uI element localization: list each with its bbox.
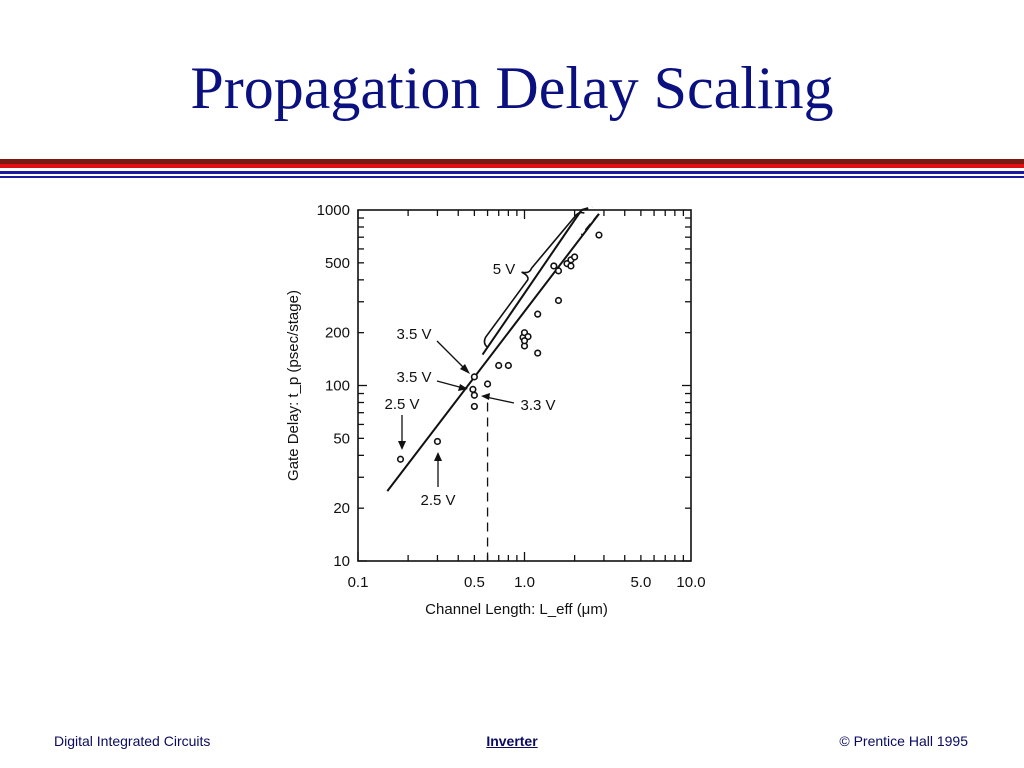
annotation-5v: 5 V — [493, 261, 516, 278]
x-tick-label: 10.0 — [676, 574, 705, 591]
y-tick-label: 200 — [325, 325, 350, 342]
annotation-3-3v: 3.3 V — [520, 397, 555, 414]
title-rule-blue-thin — [0, 176, 1024, 178]
trend-line-dashed — [580, 213, 600, 236]
five-volt-brace — [483, 211, 585, 348]
x-tick-label: 1.0 — [514, 574, 535, 591]
arrowhead-3-5v-upper — [460, 364, 470, 374]
annotation-3-5v-lower: 3.5 V — [396, 369, 431, 386]
y-tick-label: 20 — [333, 500, 350, 517]
upper-line — [481, 209, 583, 356]
data-point — [470, 391, 478, 399]
data-point — [571, 253, 579, 261]
data-point — [534, 310, 542, 318]
arrowhead-3-3v — [481, 393, 490, 400]
data-point — [396, 455, 405, 463]
upper-line-dashed — [581, 206, 593, 211]
data-point — [504, 361, 512, 370]
data-point — [495, 361, 503, 370]
x-tick-label: 0.1 — [348, 574, 369, 591]
title-rule-red — [0, 164, 1024, 168]
arrowhead-3-5v-lower — [458, 384, 468, 391]
data-point — [554, 267, 563, 275]
x-tick-label: 0.5 — [464, 574, 485, 591]
data-point — [550, 262, 558, 270]
data-point — [534, 349, 542, 357]
data-point — [554, 296, 563, 305]
annotation-2-5v-lower: 2.5 V — [420, 492, 455, 509]
arrow-3-5v-upper — [436, 340, 467, 371]
trend-line — [386, 213, 600, 492]
data-point — [520, 337, 529, 345]
footer-copyright: © Prentice Hall 1995 — [839, 733, 968, 749]
x-tick-label: 5.0 — [630, 574, 651, 591]
data-point — [469, 385, 477, 394]
annotation-2-5v-upper: 2.5 V — [384, 396, 419, 413]
title-rule-blue-thick — [0, 171, 1024, 174]
title-rule-dark-red — [0, 159, 1024, 164]
arrow-3-3v — [485, 396, 515, 404]
y-axis-label: Gate Delay: t_p (psec/stage) — [285, 290, 302, 481]
data-point — [595, 231, 603, 239]
y-tick-label: 500 — [325, 255, 350, 272]
arrowhead-2-5v-lower — [434, 452, 442, 461]
footer-chapter: Inverter — [486, 733, 538, 749]
annotation-3-5v-upper: 3.5 V — [396, 326, 431, 343]
x-axis-label: Channel Length: L_eff (μm) — [425, 601, 608, 618]
data-point — [483, 380, 492, 388]
arrow-3-5v-lower — [436, 380, 464, 389]
y-tick-label: 10 — [333, 553, 350, 570]
slide-title: Propagation Delay Scaling — [190, 55, 834, 121]
y-tick-label: 50 — [333, 430, 350, 447]
y-tick-label: 1000 — [317, 202, 350, 219]
footer-course: Digital Integrated Circuits — [54, 733, 211, 749]
data-point — [470, 402, 478, 411]
y-tick-label: 100 — [325, 378, 350, 395]
data-point — [567, 262, 575, 270]
data-point — [433, 437, 442, 446]
arrowhead-2-5v-upper — [398, 441, 406, 450]
data-point — [470, 373, 478, 381]
